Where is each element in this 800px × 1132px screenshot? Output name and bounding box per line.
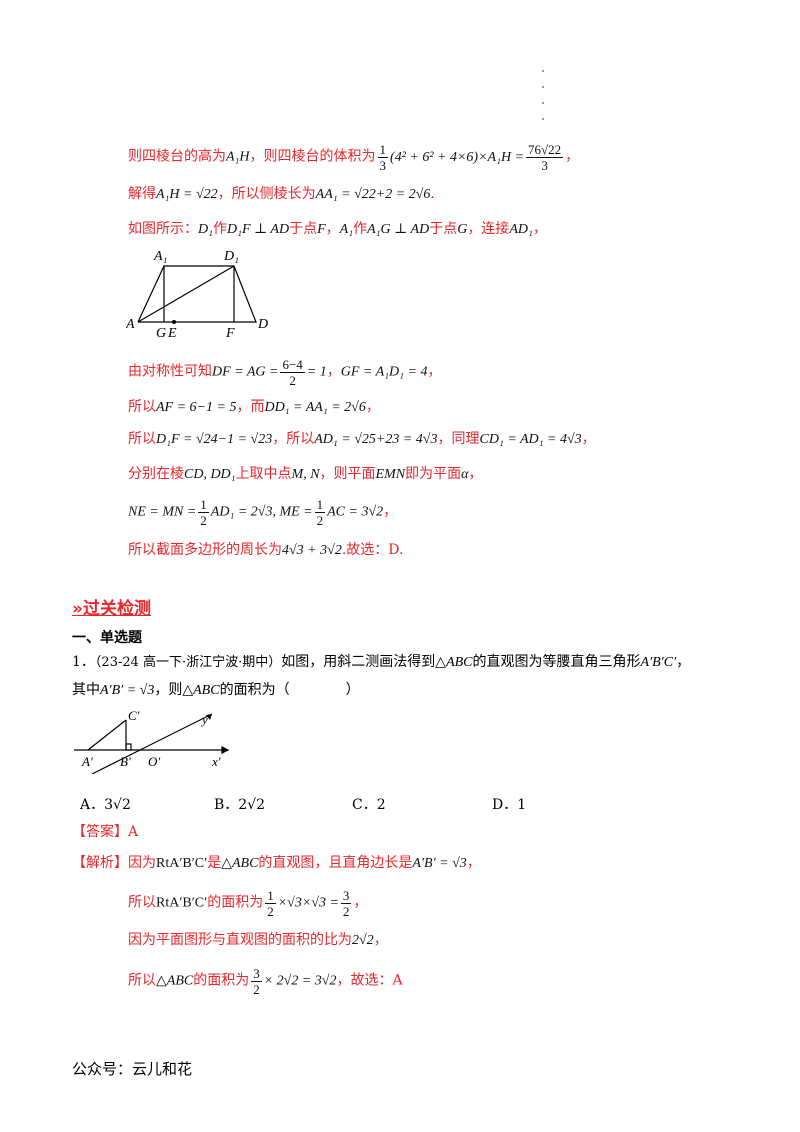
label-g: G — [156, 326, 166, 340]
fraction: 76√22 3 — [526, 142, 564, 173]
solution-line-1: 则四棱台的高为A₁H，则四棱台的体积为 1 3 (4² + 6² + 4×6)×A₁H… — [128, 142, 580, 173]
x-arrow — [221, 746, 230, 754]
text: ，则四棱台的体积为 — [249, 148, 376, 165]
solution-line-7: 分别在棱CD, DD₁上取中点M, N，则平面EMN即为平面α， — [128, 466, 483, 482]
y-arrow — [206, 714, 212, 720]
point-e — [172, 320, 176, 324]
right-angle-mark — [125, 743, 132, 751]
footer-account: 公众号：云儿和花 — [72, 1060, 193, 1078]
math: AA₁ = √22+2 = 2√6 — [315, 187, 431, 202]
answer-tag: 【答案】 — [72, 824, 128, 840]
question-line-1: 1．（23-24 高一下·浙江宁波·期中）如图，用斜二测画法得到△ABC的直观图… — [72, 654, 691, 670]
text: 则四棱台的高为 — [128, 148, 226, 165]
analysis-line-2: 所以RtA′B′C′的面积为 1 2 ×√3×√3 = 3 2， — [128, 888, 368, 919]
solution-line-9: 所以截面多边形的周长为4√3 + 3√2.故选：D. — [128, 542, 404, 558]
label-a-prime: A′ — [81, 754, 93, 769]
answer-value: A — [128, 824, 139, 840]
solution-line-3: 如图所示：D₁作D₁F ⊥ AD于点F，A₁作A₁G ⊥ AD于点G，连接AD₁… — [128, 221, 547, 237]
label-f: F — [225, 326, 235, 340]
solution-line-4: 由对称性可知DF = AG = 6−4 2 = 1，GF = A₁D₁ = 4， — [128, 357, 442, 388]
solution-line-2: 解得A₁H = √22，所以侧棱长为AA₁ = √22+2 = 2√6. — [128, 186, 435, 202]
y-axis — [91, 713, 213, 774]
label-y-prime: y′ — [200, 712, 211, 727]
analysis-line-3: 因为平面图形与直观图的面积的比为2√2， — [128, 932, 388, 948]
subsection-heading: 一、单选题 — [72, 630, 142, 646]
analysis-line-1: 【解析】因为RtA′B′C′是△ABC的直观图，且直角边长是A′B′ = √3， — [72, 855, 481, 871]
label-d1: D₁ — [223, 249, 239, 264]
math: (4² + 6² + 4×6)×A₁H = — [390, 149, 525, 165]
label-a1: A₁ — [153, 249, 167, 264]
label-d: D — [257, 317, 268, 332]
label-o-prime: O′ — [148, 754, 160, 769]
math: A₁H = √22 — [156, 187, 218, 202]
solution-line-5: 所以AF = 6−1 = 5，而DD₁ = AA₁ = 2√6， — [128, 399, 380, 415]
margin-dots — [542, 70, 546, 134]
trapezoid-figure: A₁ D₁ A G E F D — [126, 249, 268, 340]
math: A₁H — [226, 149, 250, 165]
analysis-line-4: 所以△ABC的面积为 3 2 × 2√2 = 3√2，故选：A — [128, 966, 403, 997]
label-c-prime: C′ — [128, 708, 140, 723]
label-a: A — [126, 317, 135, 332]
solution-line-8: NE = MN = 1 2 AD₁ = 2√3, ME = 1 2 AC = 3√2， — [128, 497, 398, 528]
oblique-figure: C′ y′ A′ B′ O′ x′ — [74, 708, 230, 774]
diagonal-ad1 — [137, 265, 235, 323]
answer-line: 【答案】A — [72, 822, 138, 842]
question-line-2: 其中A′B′ = √3，则△ABC的面积为（ ） — [72, 682, 360, 698]
option-b[interactable]: B．2√2 — [214, 797, 266, 813]
side-ac — [87, 719, 127, 751]
solution-line-6: 所以D₁F = √24−1 = √23，所以AD₁ = √25+23 = 4√3… — [128, 431, 596, 447]
option-a[interactable]: A．3√2 — [80, 797, 131, 813]
option-d[interactable]: D．1 — [492, 797, 527, 813]
label-b-prime: B′ — [120, 754, 131, 769]
trapezoid-outline — [137, 265, 257, 323]
option-c[interactable]: C．2 — [352, 797, 386, 813]
label-e: E — [167, 326, 177, 340]
section-title: »过关检测 — [72, 599, 151, 619]
label-x-prime: x′ — [211, 754, 221, 769]
fraction: 6−4 2 — [280, 357, 305, 388]
